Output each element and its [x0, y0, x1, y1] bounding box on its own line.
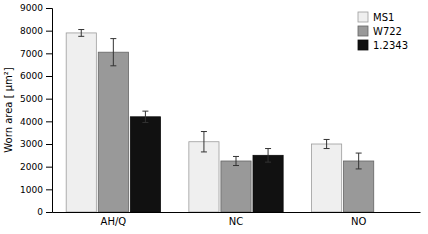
series — [130, 111, 283, 212]
tick: 7000 — [20, 49, 52, 59]
tick-label: 3000 — [20, 139, 43, 149]
legend-swatch — [358, 26, 368, 36]
error-bar — [265, 149, 271, 163]
tick-mark — [46, 212, 52, 213]
plot-area — [66, 30, 374, 212]
tick: 3000 — [20, 139, 52, 149]
y-axis: 0 1000 2000 3000 4000 5000 6000 7000 8000 9000 — [20, 3, 52, 217]
tick: 0 — [37, 207, 52, 217]
tick: 8000 — [20, 26, 52, 36]
bar — [312, 144, 342, 212]
legend-item: MS1 — [358, 12, 394, 23]
tick-label: NC — [229, 216, 243, 227]
tick: 2000 — [20, 162, 52, 172]
legend-item: 1.2343 — [358, 40, 408, 51]
tick-mark — [46, 31, 52, 32]
tick-mark — [46, 53, 52, 54]
tick: 5000 — [20, 94, 52, 104]
tick-label: AH/Q — [101, 216, 127, 227]
tick-mark — [46, 99, 52, 100]
tick: 6000 — [20, 71, 52, 81]
x-axis: AH/Q NC NO — [53, 213, 421, 228]
bar — [98, 52, 128, 212]
bar — [253, 155, 283, 212]
error-bar — [142, 111, 148, 122]
legend-item: W722 — [358, 26, 402, 37]
tick-mark — [46, 121, 52, 122]
legend-label: 1.2343 — [373, 40, 408, 51]
tick-label: 6000 — [20, 71, 43, 81]
tick-mark — [46, 8, 52, 9]
tick-label: 0 — [37, 207, 43, 217]
tick-mark — [46, 144, 52, 145]
tick-label: 9000 — [20, 3, 43, 13]
error-bar — [233, 156, 239, 165]
tick: NC — [229, 216, 243, 227]
legend-label: W722 — [373, 26, 402, 37]
tick-label: NO — [351, 216, 366, 227]
series — [66, 30, 341, 212]
tick-mark — [46, 167, 52, 168]
error-bar — [201, 132, 207, 152]
tick-label: 7000 — [20, 49, 43, 59]
bar — [130, 117, 160, 212]
legend: MS1 W722 1.2343 — [358, 12, 408, 51]
error-bar — [356, 153, 362, 169]
tick: 9000 — [20, 3, 52, 13]
legend-swatch — [358, 40, 368, 50]
axis-line — [46, 9, 53, 213]
legend-swatch — [358, 12, 368, 22]
axis-line — [53, 212, 421, 213]
axis-title: Worn area [ μm²] — [3, 67, 14, 153]
bar — [221, 161, 251, 212]
tick-mark — [46, 189, 52, 190]
tick: 4000 — [20, 117, 52, 127]
tick-label: 5000 — [20, 94, 43, 104]
tick-label: 1000 — [20, 185, 43, 195]
bar — [66, 33, 96, 212]
tick-label: 4000 — [20, 117, 43, 127]
tick-mark — [46, 76, 52, 77]
tick-label: 8000 — [20, 26, 43, 36]
tick: AH/Q — [101, 216, 127, 227]
tick-label: 2000 — [20, 162, 43, 172]
error-bar — [324, 139, 330, 148]
chart: 0 1000 2000 3000 4000 5000 6000 7000 8000 9000 AH/… — [0, 0, 428, 234]
tick: NO — [351, 216, 366, 227]
error-bar — [110, 39, 116, 66]
error-bar — [78, 30, 84, 37]
legend-label: MS1 — [373, 12, 394, 23]
tick: 1000 — [20, 185, 52, 195]
series — [98, 39, 373, 212]
